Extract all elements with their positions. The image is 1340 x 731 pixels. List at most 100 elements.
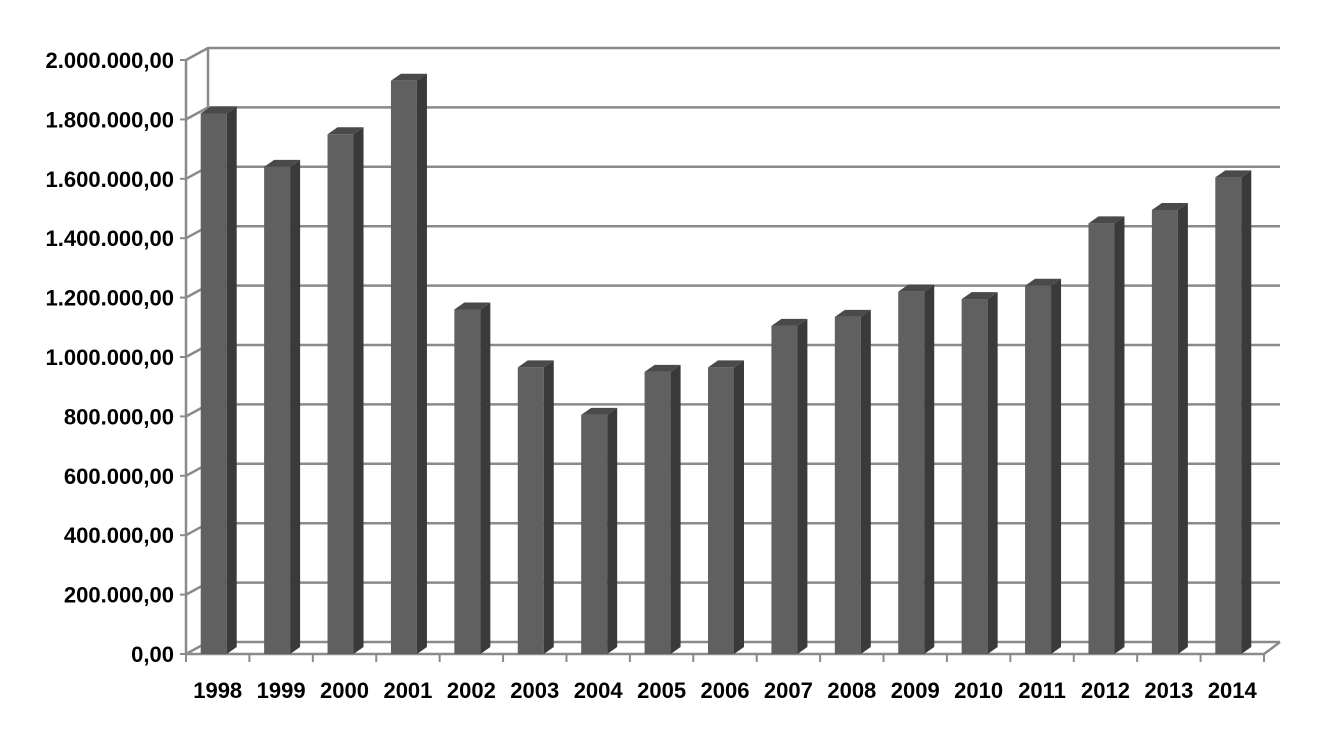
bar-2012 — [1088, 216, 1125, 654]
bar-side — [543, 360, 554, 654]
bar-1998 — [200, 106, 237, 654]
bar-side — [480, 302, 491, 654]
floor-side-edge — [1263, 641, 1281, 655]
bar-side — [860, 309, 871, 654]
bar-front — [708, 367, 734, 654]
bar-side — [290, 159, 301, 655]
bar-side — [226, 106, 237, 654]
bars — [200, 73, 1252, 655]
bar-2007 — [771, 318, 808, 654]
bar-front — [644, 371, 671, 654]
bar-2000 — [327, 127, 364, 654]
gridline — [185, 46, 1280, 62]
bar-2001 — [390, 73, 427, 655]
y-tick-label: 1.800.000,00 — [46, 107, 174, 132]
y-tick-label: 1.000.000,00 — [46, 345, 174, 370]
y-tick-label: 0,00 — [131, 642, 174, 667]
bar-2008 — [834, 309, 871, 654]
y-tick-label: 1.200.000,00 — [46, 286, 174, 311]
x-tick-label: 2001 — [383, 678, 432, 703]
y-tick-label: 400.000,00 — [64, 523, 174, 548]
bar-2013 — [1151, 202, 1188, 655]
bar-front — [581, 414, 608, 654]
bar-front — [454, 309, 481, 654]
x-tick-label: 2008 — [827, 678, 876, 703]
gridline — [185, 106, 1280, 121]
x-tick-label: 2013 — [1144, 678, 1193, 703]
bar-top — [834, 309, 871, 317]
bar-2006 — [708, 360, 744, 654]
bar-top — [327, 127, 364, 135]
bar-side — [1241, 170, 1252, 654]
bar-2010 — [961, 292, 998, 654]
bar-front — [517, 367, 544, 654]
bar-top — [1088, 216, 1125, 224]
x-tick-label: 2002 — [447, 678, 496, 703]
bar-side — [734, 360, 744, 654]
x-tick-label: 2011 — [1018, 678, 1066, 703]
bar-2005 — [644, 364, 681, 654]
bar-1999 — [264, 159, 301, 655]
bar-front — [1088, 223, 1115, 654]
bar-top — [961, 292, 998, 300]
y-tick-label: 1.400.000,00 — [46, 226, 174, 251]
bar-top — [644, 364, 681, 372]
bar-2014 — [1215, 170, 1252, 654]
bar-top — [200, 106, 237, 114]
bar-top — [517, 360, 554, 368]
x-tick-label: 2000 — [320, 678, 369, 703]
y-tick-label: 2.000.000,00 — [46, 48, 174, 73]
bar-front — [390, 80, 417, 655]
y-tick-label: 200.000,00 — [64, 583, 174, 608]
x-tick-label: 1998 — [193, 678, 242, 703]
bar-side — [607, 407, 618, 654]
y-tick-label: 1.600.000,00 — [46, 167, 174, 192]
bar-top — [454, 302, 491, 310]
y-tick-labels: 0,00 200.000,00 400.000,00 600.000,00 800.00… — [46, 48, 174, 667]
bar-2009 — [898, 284, 935, 654]
bar-front — [1025, 285, 1052, 654]
bar-side — [1051, 278, 1062, 654]
bar-front — [961, 299, 988, 654]
bar-top — [390, 73, 427, 81]
x-tick-label: 2014 — [1208, 678, 1258, 703]
bar-top — [898, 284, 935, 292]
x-tick-label: 2004 — [574, 678, 624, 703]
bar-top — [264, 159, 301, 167]
bar-top — [771, 318, 808, 326]
bar-side — [924, 284, 935, 654]
bar-2004 — [581, 407, 618, 654]
bar-front — [834, 316, 861, 654]
bar-2002 — [454, 302, 491, 654]
bar-top — [1151, 202, 1188, 210]
bar-side — [416, 73, 427, 655]
y-tick-label: 600.000,00 — [64, 464, 174, 489]
bar-front — [200, 113, 227, 654]
x-tick-label: 2007 — [764, 678, 813, 703]
bar-top — [1215, 170, 1252, 178]
y-tick-label: 800.000,00 — [64, 404, 174, 429]
bar-front — [1151, 209, 1178, 655]
x-tick-labels: 1998 1999 2000 2001 2002 2003 2004 2005 2006 2007… — [193, 678, 1257, 703]
bar-front — [771, 325, 798, 654]
bar-front — [898, 291, 925, 654]
bar-side — [353, 127, 364, 654]
bar-top — [708, 360, 744, 368]
bar-top — [1025, 278, 1062, 286]
x-tick-label: 2005 — [637, 678, 686, 703]
x-tick-label: 2009 — [891, 678, 940, 703]
bar-front — [327, 134, 354, 654]
bar-side — [987, 292, 998, 654]
bar-2011 — [1025, 278, 1062, 654]
bar-side — [670, 364, 681, 654]
x-tick-label: 2010 — [954, 678, 1003, 703]
bar-top — [581, 407, 618, 415]
bar-2003 — [517, 360, 554, 654]
bar-side — [1177, 202, 1188, 655]
x-tick-label: 2003 — [510, 678, 559, 703]
x-tick-label: 2012 — [1081, 678, 1130, 703]
x-tick-label: 1999 — [257, 678, 306, 703]
bar-front — [1215, 177, 1242, 654]
